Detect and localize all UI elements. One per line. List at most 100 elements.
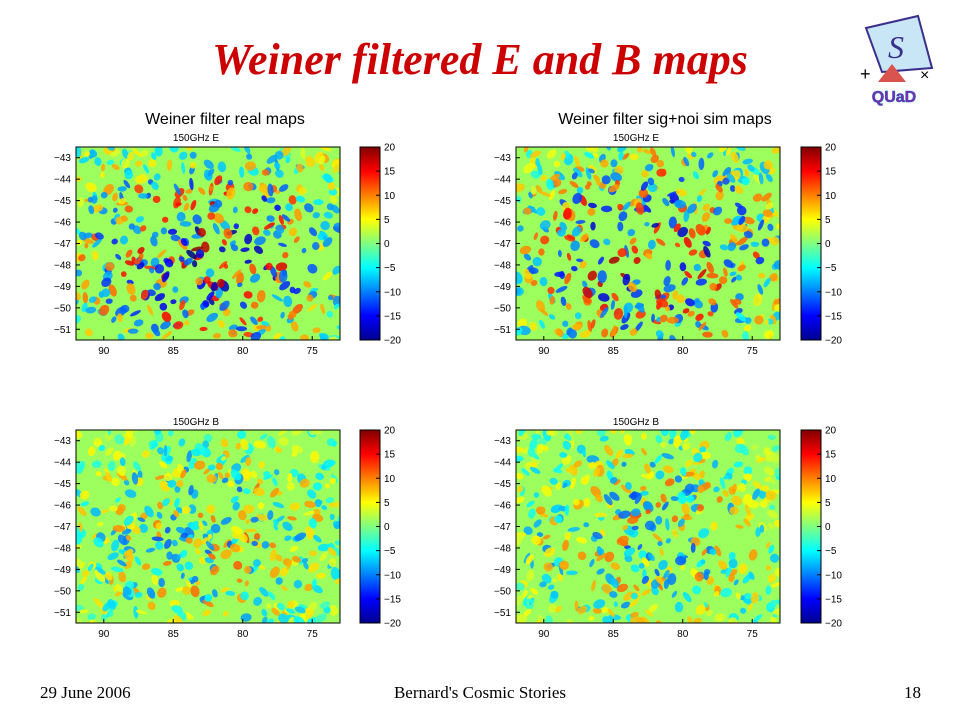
colorbar-tick-label: −10 — [384, 570, 401, 581]
y-tick-label: −50 — [54, 586, 71, 597]
colorbar-tick-label: −15 — [825, 311, 842, 322]
y-tick-label: −44 — [54, 458, 71, 469]
column-title: Weiner filter real maps — [145, 111, 305, 128]
x-tick-label: 80 — [677, 629, 689, 640]
colorbar-tick-label: 20 — [384, 426, 396, 437]
colorbar-tick-label: 20 — [825, 426, 837, 437]
y-tick-label: −43 — [494, 436, 511, 447]
y-tick-label: −50 — [494, 586, 511, 597]
y-tick-label: −45 — [54, 196, 71, 207]
colorbar-tick-label: −20 — [825, 619, 842, 630]
y-tick-label: −51 — [54, 608, 71, 619]
y-tick-label: −51 — [494, 325, 511, 336]
y-tick-label: −45 — [54, 479, 71, 490]
map-title: 150GHz E — [173, 133, 219, 144]
colorbar-tick-label: −20 — [384, 336, 401, 347]
colorbar-tick-label: −15 — [825, 594, 842, 605]
colorbar-tick-label: −15 — [384, 594, 401, 605]
x-tick-label: 80 — [237, 629, 249, 640]
x-tick-label: 75 — [307, 346, 319, 357]
colorbar-tick-label: 10 — [384, 191, 396, 202]
y-tick-label: −44 — [494, 175, 511, 186]
colorbar-tick-label: 15 — [825, 167, 837, 178]
colorbar-tick-label: −15 — [384, 311, 401, 322]
map-panel-1: Weiner filter real maps 150GHz E −43 −44 −45… — [54, 111, 401, 357]
colorbar-tick-label: 5 — [384, 498, 390, 509]
quad-logo: S + × QUaD — [860, 14, 934, 106]
colorbar-tick-label: 0 — [825, 239, 831, 250]
colorbar-tick-label: −5 — [384, 263, 396, 274]
map-texture — [76, 147, 340, 340]
y-tick-label: −44 — [54, 175, 71, 186]
x-tick-label: 80 — [677, 346, 689, 357]
y-tick-label: −47 — [54, 522, 71, 533]
y-tick-label: −44 — [494, 458, 511, 469]
colorbar-tick-label: 20 — [825, 143, 837, 154]
page-number: 18 — [904, 683, 921, 702]
colorbar-tick-label: 10 — [384, 474, 396, 485]
logo-text: QUaD — [872, 89, 916, 106]
map-panel-2: Weiner filter sig+noi sim maps 150GHz E −4… — [494, 111, 842, 357]
logo-mirror — [864, 14, 934, 74]
y-tick-label: −46 — [54, 501, 71, 512]
x-tick-label: 90 — [98, 629, 110, 640]
logo-times: × — [920, 67, 929, 84]
y-tick-label: −47 — [494, 239, 511, 250]
map-title: 150GHz B — [613, 417, 659, 428]
colorbar-tick-label: 0 — [825, 522, 831, 533]
x-tick-label: 75 — [307, 629, 319, 640]
y-tick-label: −50 — [54, 303, 71, 314]
y-tick-label: −48 — [54, 543, 71, 554]
colorbar-tick-label: 10 — [825, 191, 837, 202]
y-tick-label: −48 — [494, 543, 511, 554]
colorbar-tick-label: −20 — [825, 336, 842, 347]
map-texture — [76, 430, 340, 623]
x-tick-label: 85 — [608, 346, 620, 357]
slide-title: Weiner filtered E and B maps — [212, 35, 748, 84]
y-tick-label: −51 — [494, 608, 511, 619]
colorbar-tick-label: 15 — [825, 450, 837, 461]
y-tick-label: −49 — [494, 565, 511, 576]
footer-date: 29 June 2006 — [40, 683, 131, 702]
logo-glyph: S — [888, 29, 904, 65]
y-tick-label: −43 — [54, 153, 71, 164]
colorbar-tick-label: −10 — [825, 287, 842, 298]
colorbar-tick-label: 5 — [825, 215, 831, 226]
map-figure: Weiner filter real maps 150GHz E −43 −44 −45… — [54, 111, 842, 640]
map-title: 150GHz E — [613, 133, 659, 144]
map-texture — [516, 147, 780, 340]
x-tick-label: 75 — [747, 629, 759, 640]
footer-title: Bernard's Cosmic Stories — [393, 683, 567, 702]
x-tick-label: 85 — [168, 346, 180, 357]
y-tick-label: −43 — [494, 153, 511, 164]
y-tick-label: −50 — [494, 303, 511, 314]
colorbar-tick-label: −10 — [384, 287, 401, 298]
y-tick-label: −45 — [494, 479, 511, 490]
x-tick-label: 90 — [538, 346, 550, 357]
logo-triangle — [878, 64, 906, 82]
y-tick-label: −49 — [494, 282, 511, 293]
y-tick-label: −51 — [54, 325, 71, 336]
x-tick-label: 85 — [608, 629, 620, 640]
y-tick-label: −49 — [54, 565, 71, 576]
colorbar-tick-label: −5 — [825, 546, 837, 557]
colorbar-tick-label: −10 — [825, 570, 842, 581]
colorbar-tick-label: 15 — [384, 450, 396, 461]
y-tick-label: −45 — [494, 196, 511, 207]
colorbar-tick-label: 5 — [384, 215, 390, 226]
y-tick-label: −47 — [54, 239, 71, 250]
y-tick-label: −48 — [494, 260, 511, 271]
x-tick-label: 75 — [747, 346, 759, 357]
colorbar-tick-label: 5 — [825, 498, 831, 509]
colorbar-tick-label: 15 — [384, 167, 396, 178]
colorbar-tick-label: −5 — [384, 546, 396, 557]
x-tick-label: 90 — [538, 629, 550, 640]
y-tick-label: −48 — [54, 260, 71, 271]
map-texture — [516, 430, 780, 623]
y-tick-label: −46 — [494, 501, 511, 512]
y-tick-label: −46 — [54, 218, 71, 229]
colorbar-tick-label: 10 — [825, 474, 837, 485]
map-title: 150GHz B — [173, 417, 219, 428]
